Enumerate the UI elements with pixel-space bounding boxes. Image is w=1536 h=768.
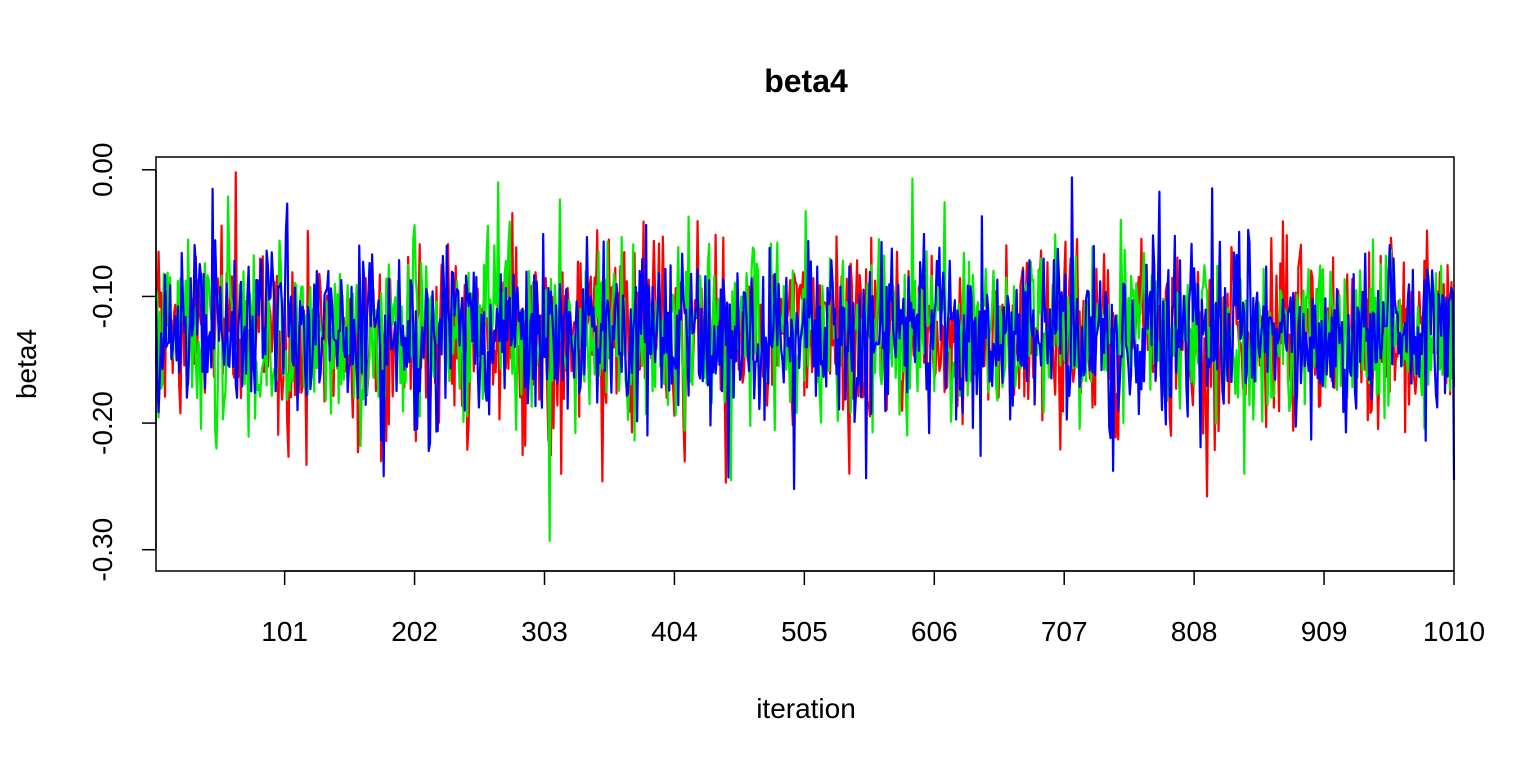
x-tick-label: 808 — [1171, 616, 1218, 647]
x-tick-label: 404 — [651, 616, 698, 647]
y-axis: -0.30 -0.20 -0.10 0.00 — [87, 143, 157, 582]
x-tick-label: 1010 — [1423, 616, 1485, 647]
y-tick-label: -0.10 — [87, 265, 118, 329]
x-tick-label: 707 — [1041, 616, 1088, 647]
x-tick-label: 101 — [261, 616, 308, 647]
x-tick-label: 505 — [781, 616, 828, 647]
x-tick-label: 606 — [911, 616, 958, 647]
series-line-3 — [154, 176, 1456, 491]
x-axis-label: iteration — [756, 693, 856, 724]
x-tick-label: 202 — [391, 616, 438, 647]
x-axis: 101 202 303 404 505 606 707 808 909 1010 — [261, 570, 1485, 647]
y-tick-label: 0.00 — [87, 143, 118, 198]
x-tick-label: 909 — [1301, 616, 1348, 647]
series-line-2 — [154, 177, 1456, 542]
x-tick-label: 303 — [521, 616, 568, 647]
y-tick-label: -0.30 — [87, 518, 118, 582]
series-layer — [154, 171, 1456, 542]
chart-title: beta4 — [764, 63, 848, 99]
y-tick-label: -0.20 — [87, 391, 118, 455]
y-axis-label: beta4 — [11, 329, 42, 399]
